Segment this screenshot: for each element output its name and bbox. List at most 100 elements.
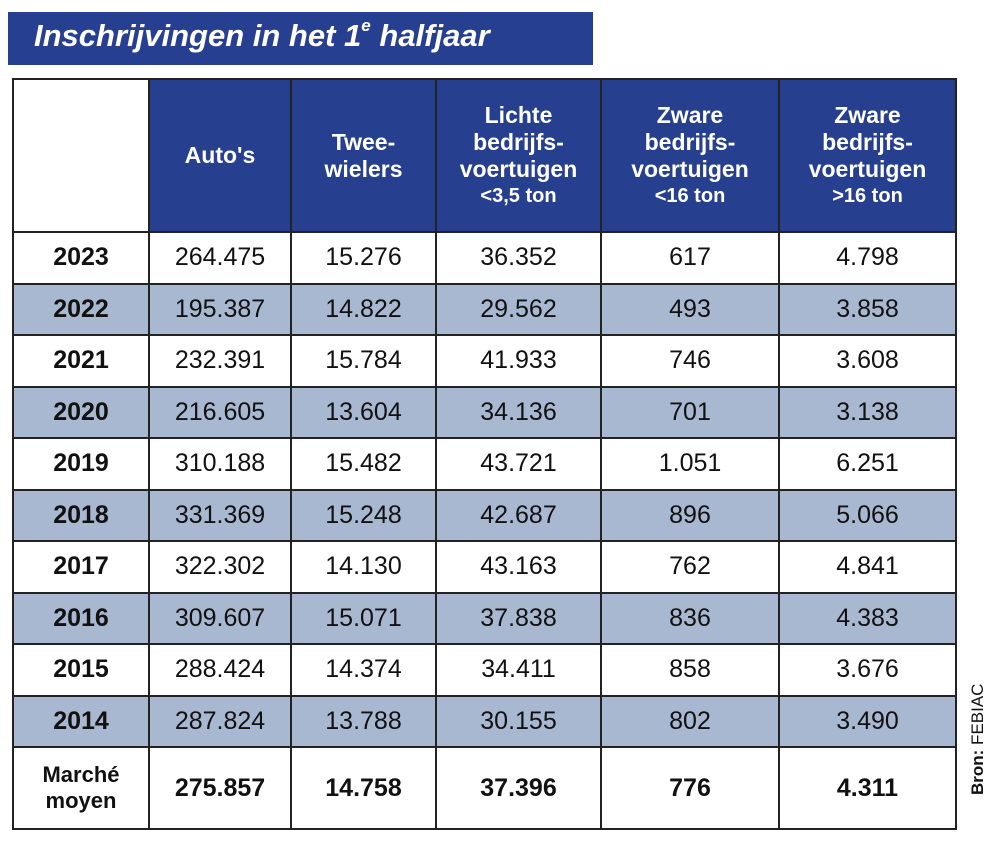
table-cell: 15.784 — [290, 334, 437, 388]
table-cell: 701 — [600, 385, 780, 439]
average-cell: 4.311 — [778, 746, 957, 830]
table-cell: 43.163 — [435, 540, 602, 594]
average-cell: 275.857 — [148, 746, 292, 830]
table-cell: 896 — [600, 488, 780, 542]
table-cell: 322.302 — [148, 540, 292, 594]
column-header-line: bedrijfs- — [644, 128, 736, 155]
table-cell: 858 — [600, 643, 780, 697]
column-header: Lichte bedrijfs-voertuigen <3,5 ton — [435, 78, 602, 233]
table-cell: 43.721 — [435, 437, 602, 491]
table-row: 2022 195.387 14.822 29.562 493 3.858 — [12, 282, 957, 336]
table-cell: 15.071 — [290, 591, 437, 645]
table-cell: 14.822 — [290, 282, 437, 336]
table-cell: 4.798 — [778, 231, 957, 285]
table-row: 2020 216.605 13.604 34.136 701 3.138 — [12, 385, 957, 439]
column-header: Zware bedrijfs-voertuigen <16 ton — [600, 78, 780, 233]
row-label: 2018 — [12, 488, 150, 542]
row-label: 2017 — [12, 540, 150, 594]
table-cell: 3.138 — [778, 385, 957, 439]
table-cell: 3.490 — [778, 694, 957, 748]
table-cell: 232.391 — [148, 334, 292, 388]
table-cell: 802 — [600, 694, 780, 748]
table-cell: 287.824 — [148, 694, 292, 748]
column-header: Twee-wielers — [290, 78, 437, 233]
table-cell: 331.369 — [148, 488, 292, 542]
average-row: Marché moyen 275.857 14.758 37.396 776 4.311 — [12, 746, 957, 830]
header-row: Auto's Twee-wielers Lichte bedrijfs-voertui… — [12, 78, 957, 233]
table-cell: 13.788 — [290, 694, 437, 748]
table-cell: 15.248 — [290, 488, 437, 542]
table-cell: 1.051 — [600, 437, 780, 491]
column-header: Zware bedrijfs-voertuigen >16 ton — [778, 78, 957, 233]
column-header-line: wielers — [324, 155, 403, 182]
column-header-line: voertuigen — [808, 155, 927, 182]
row-label: Marché moyen — [12, 746, 150, 830]
row-label: 2023 — [12, 231, 150, 285]
table-cell: 310.188 — [148, 437, 292, 491]
column-header-sub: >16 ton — [832, 184, 903, 207]
corner-cell — [12, 78, 150, 233]
table-cell: 3.608 — [778, 334, 957, 388]
column-header-line: Zware — [834, 101, 901, 128]
table-cell: 762 — [600, 540, 780, 594]
column-header-sub: <3,5 ton — [480, 184, 557, 207]
column-header-sub: <16 ton — [654, 184, 726, 207]
table-cell: 309.607 — [148, 591, 292, 645]
table-row: 2019 310.188 15.482 43.721 1.051 6.251 — [12, 437, 957, 491]
page-title: Inschrijvingen in het 1e halfjaar — [34, 16, 490, 53]
table-cell: 746 — [600, 334, 780, 388]
row-label-line: moyen — [45, 788, 117, 813]
row-label: 2014 — [12, 694, 150, 748]
row-label-line: Marché — [42, 762, 120, 787]
source-note: Bron: FEBIAC — [968, 683, 987, 795]
table-cell: 30.155 — [435, 694, 602, 748]
column-header-line: bedrijfs- — [822, 128, 913, 155]
table-cell: 42.687 — [435, 488, 602, 542]
column-header: Auto's — [148, 78, 292, 233]
table-cell: 4.383 — [778, 591, 957, 645]
table-row: 2018 331.369 15.248 42.687 896 5.066 — [12, 488, 957, 542]
table-cell: 15.482 — [290, 437, 437, 491]
table-cell: 29.562 — [435, 282, 602, 336]
column-header-line: bedrijfs- — [473, 128, 564, 155]
table-row: 2023 264.475 15.276 36.352 617 4.798 — [12, 231, 957, 285]
table-cell: 13.604 — [290, 385, 437, 439]
table-cell: 493 — [600, 282, 780, 336]
table-row: 2021 232.391 15.784 41.933 746 3.608 — [12, 334, 957, 388]
table-cell: 836 — [600, 591, 780, 645]
table-cell: 34.136 — [435, 385, 602, 439]
row-label: 2020 — [12, 385, 150, 439]
table-cell: 288.424 — [148, 643, 292, 697]
column-header-line: voertuigen — [631, 155, 749, 182]
average-cell: 776 — [600, 746, 780, 830]
row-label: 2016 — [12, 591, 150, 645]
column-header-line: Twee- — [331, 128, 396, 155]
table-cell: 617 — [600, 231, 780, 285]
row-label: 2022 — [12, 282, 150, 336]
column-header-line: Zware — [656, 101, 724, 128]
table-cell: 216.605 — [148, 385, 292, 439]
table-cell: 36.352 — [435, 231, 602, 285]
table-cell: 195.387 — [148, 282, 292, 336]
table-cell: 4.841 — [778, 540, 957, 594]
column-header-line: voertuigen — [459, 155, 578, 182]
table-cell: 5.066 — [778, 488, 957, 542]
table-cell: 3.676 — [778, 643, 957, 697]
table-cell: 34.411 — [435, 643, 602, 697]
table-cell: 15.276 — [290, 231, 437, 285]
column-header-line: Lichte — [484, 101, 553, 128]
table-cell: 6.251 — [778, 437, 957, 491]
table-cell: 3.858 — [778, 282, 957, 336]
row-label: 2015 — [12, 643, 150, 697]
row-label: 2019 — [12, 437, 150, 491]
registrations-table: Auto's Twee-wielers Lichte bedrijfs-voertui… — [12, 78, 957, 830]
table-row: 2016 309.607 15.071 37.838 836 4.383 — [12, 591, 957, 645]
table-cell: 37.838 — [435, 591, 602, 645]
table-cell: 264.475 — [148, 231, 292, 285]
table-cell: 41.933 — [435, 334, 602, 388]
title-bar: Inschrijvingen in het 1e halfjaar — [8, 12, 593, 65]
table-cell: 14.374 — [290, 643, 437, 697]
average-cell: 37.396 — [435, 746, 602, 830]
table-cell: 14.130 — [290, 540, 437, 594]
average-cell: 14.758 — [290, 746, 437, 830]
